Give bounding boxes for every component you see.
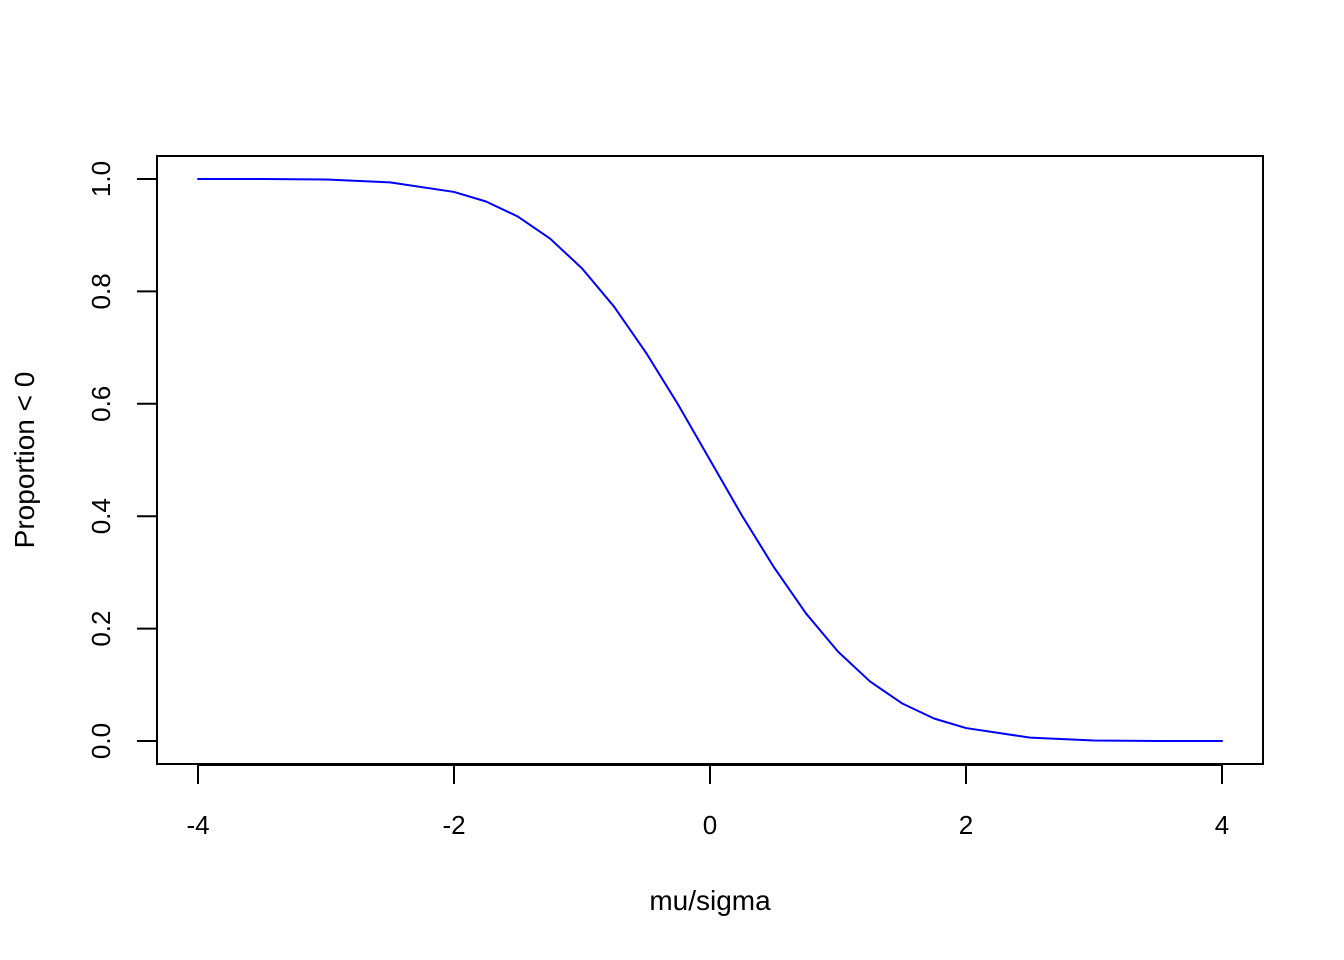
x-tick-label: -4	[186, 810, 209, 840]
x-tick-label: 0	[703, 810, 717, 840]
y-tick-label: 0.0	[86, 723, 116, 759]
y-tick-label: 0.6	[86, 386, 116, 422]
series-layer	[197, 178, 1223, 742]
y-tick-label: 0.8	[86, 273, 116, 309]
x-axis: -4 -2 0 2 4	[186, 764, 1229, 840]
y-tick-label: 1.0	[86, 161, 116, 197]
series-line	[197, 178, 1223, 742]
x-axis-title: mu/sigma	[649, 885, 771, 916]
y-axis: 0.0 0.2 0.4 0.6 0.8 1.0	[86, 161, 158, 759]
y-tick-label: 0.2	[86, 611, 116, 647]
y-tick-label: 0.4	[86, 498, 116, 534]
x-tick-label: 2	[959, 810, 973, 840]
x-tick-label: 4	[1215, 810, 1229, 840]
x-tick-label: -2	[442, 810, 465, 840]
y-axis-title: Proportion < 0	[9, 372, 40, 549]
